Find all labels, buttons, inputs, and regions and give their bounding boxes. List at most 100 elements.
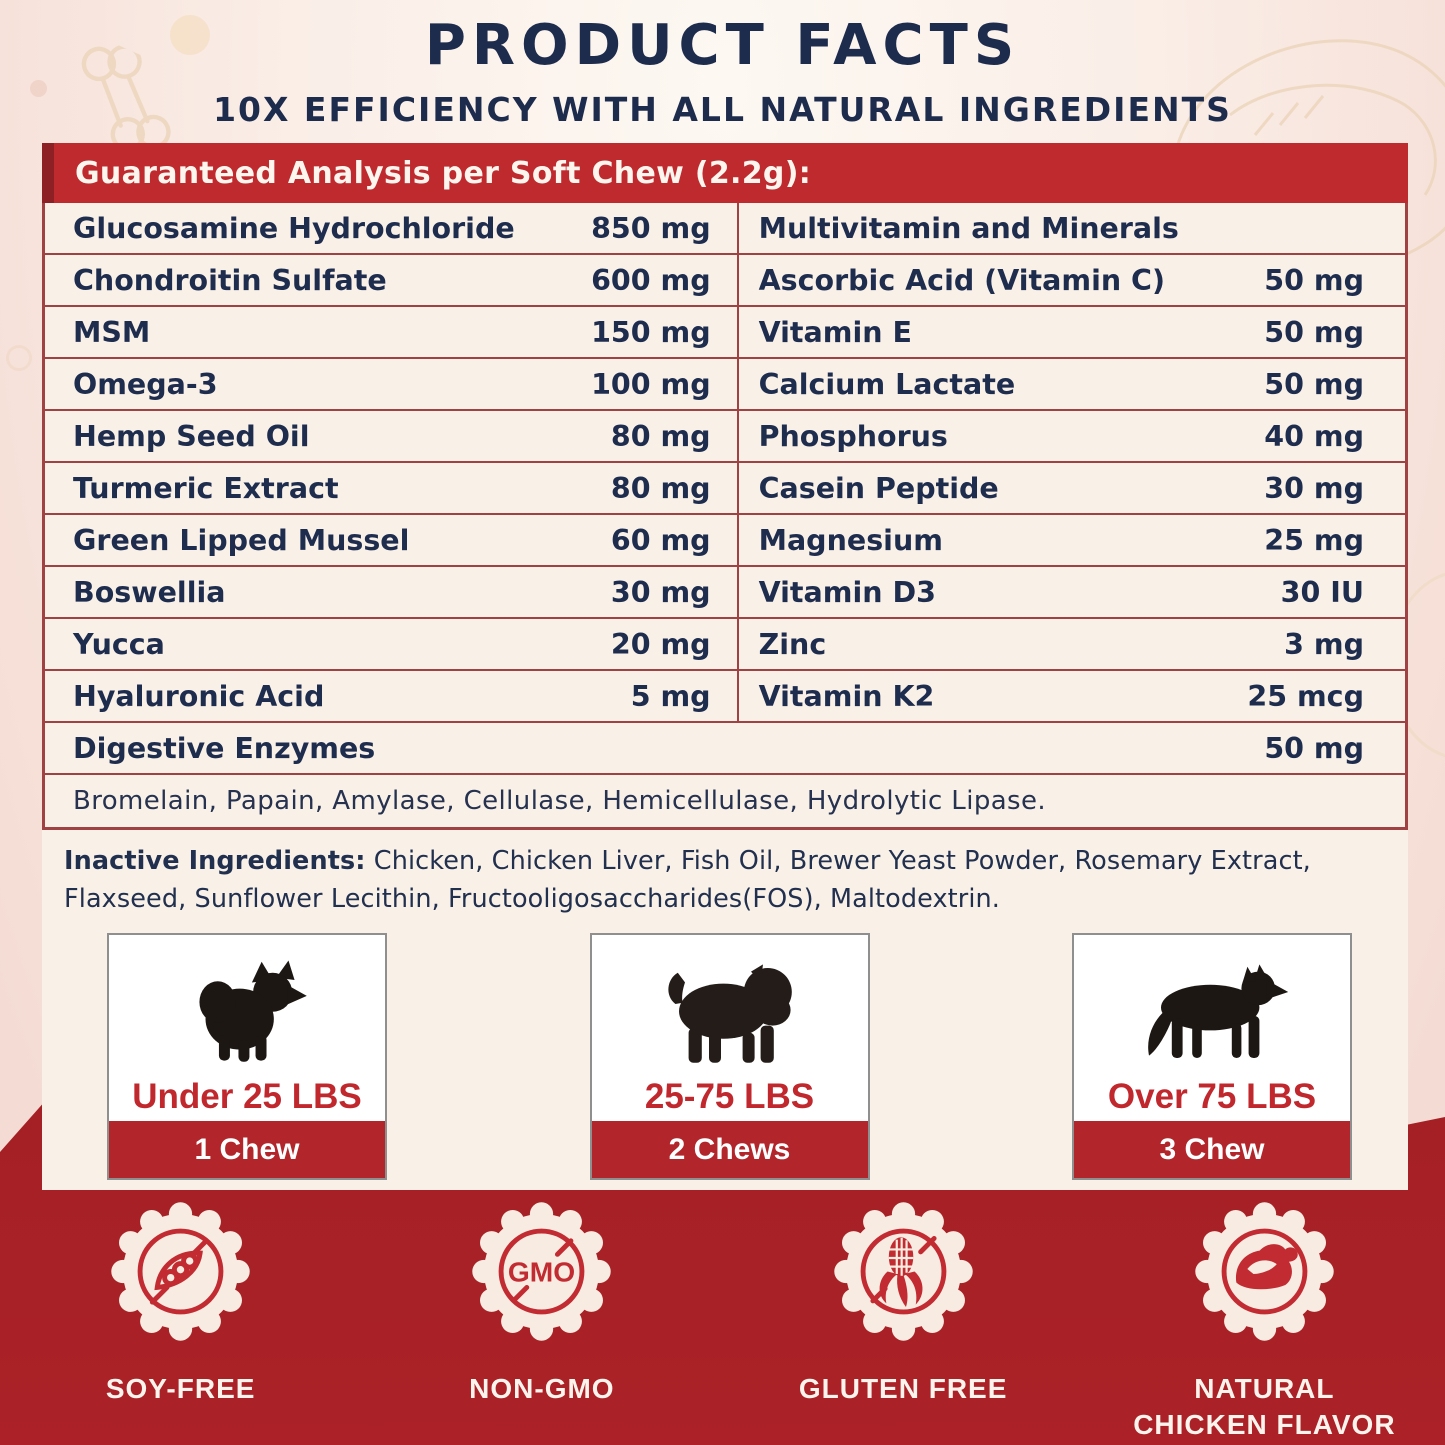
ingredient-name: Green Lipped Mussel bbox=[73, 523, 410, 557]
non-gmo-seal-icon: GMO bbox=[468, 1198, 615, 1349]
analysis-cell-right: Vitamin D3 30 IU bbox=[739, 567, 1405, 617]
chicken-flavor-seal-icon bbox=[1191, 1198, 1338, 1349]
ingredient-name: Vitamin K2 bbox=[758, 679, 935, 713]
enzymes-note: Bromelain, Papain, Amylase, Cellulase, H… bbox=[73, 786, 1047, 816]
ingredient-name: Chondroitin Sulfate bbox=[73, 263, 387, 297]
ingredient-name: Calcium Lactate bbox=[758, 367, 1016, 401]
guaranteed-analysis-title: Guaranteed Analysis per Soft Chew (2.2g)… bbox=[75, 155, 812, 191]
ingredient-name: Casein Peptide bbox=[758, 471, 999, 505]
dosage-cards: Under 25 LBS 1 Chew 25-75 LBS 2 Chews Ov… bbox=[107, 932, 1352, 1180]
analysis-row: Yucca 20 mg Zinc 3 mg bbox=[45, 619, 1405, 671]
page-title: PRODUCT FACTS bbox=[424, 13, 1021, 78]
analysis-row: Hyaluronic Acid 5 mg Vitamin K2 25 mcg bbox=[45, 671, 1405, 723]
ingredient-amount: 20 mg bbox=[610, 627, 711, 661]
ingredient-name: Hemp Seed Oil bbox=[73, 419, 310, 453]
analysis-cell-left: Glucosamine Hydrochloride 850 mg bbox=[45, 203, 739, 253]
feature-badge: SOY-FREE bbox=[0, 1198, 361, 1444]
analysis-cell-right: Zinc 3 mg bbox=[739, 619, 1405, 669]
analysis-cell-right: Casein Peptide 30 mg bbox=[739, 463, 1405, 513]
dosage-card: Under 25 LBS 1 Chew bbox=[107, 932, 387, 1180]
analysis-row-digestive-enzymes: Digestive Enzymes 50 mg bbox=[45, 723, 1405, 775]
chew-count-label: 2 Chews bbox=[591, 1120, 868, 1178]
analysis-row: Boswellia 30 mg Vitamin D3 30 IU bbox=[45, 567, 1405, 619]
analysis-row: Omega-3 100 mg Calcium Lactate 50 mg bbox=[45, 359, 1405, 411]
ingredient-name: Glucosamine Hydrochloride bbox=[73, 211, 515, 245]
badge-label: SOY-FREE bbox=[105, 1373, 256, 1404]
analysis-cell-right: Calcium Lactate 50 mg bbox=[739, 359, 1405, 409]
svg-text:GMO: GMO bbox=[508, 1255, 575, 1287]
small-dog-icon bbox=[186, 949, 308, 1077]
guaranteed-analysis-table: Glucosamine Hydrochloride 850 mg Multivi… bbox=[42, 203, 1408, 830]
ingredient-amount: 50 mg bbox=[1264, 315, 1364, 349]
feature-badge: NATURAL CHICKEN FLAVOR bbox=[1084, 1198, 1445, 1444]
dosage-card: 25-75 LBS 2 Chews bbox=[589, 932, 870, 1180]
inactive-ingredients: Inactive Ingredients: Chicken, Chicken L… bbox=[64, 842, 1400, 919]
ingredient-amount: 30 mg bbox=[610, 575, 711, 609]
analysis-cell-right: Multivitamin and Minerals bbox=[739, 203, 1405, 253]
analysis-cell-left: Green Lipped Mussel 60 mg bbox=[45, 515, 739, 565]
ingredient-name: Omega-3 bbox=[73, 367, 218, 401]
ingredient-name: Vitamin E bbox=[758, 315, 912, 349]
ingredient-name: Hyaluronic Acid bbox=[73, 679, 325, 713]
ingredient-name: MSM bbox=[73, 315, 151, 349]
ingredient-amount: 50 mg bbox=[1264, 263, 1364, 297]
analysis-row: Glucosamine Hydrochloride 850 mg Multivi… bbox=[45, 203, 1405, 255]
ingredient-name: Ascorbic Acid (Vitamin C) bbox=[758, 263, 1165, 297]
analysis-cell-left: Hyaluronic Acid 5 mg bbox=[45, 671, 739, 721]
analysis-cell-left: Chondroitin Sulfate 600 mg bbox=[45, 255, 739, 305]
ingredient-amount: 50 mg bbox=[1264, 731, 1364, 765]
chew-count-label: 3 Chew bbox=[1074, 1120, 1350, 1178]
analysis-row: MSM 150 mg Vitamin E 50 mg bbox=[45, 307, 1405, 359]
feature-badge: GMO NON-GMO bbox=[361, 1198, 722, 1444]
analysis-cell-right: Magnesium 25 mg bbox=[739, 515, 1405, 565]
ingredient-amount: 40 mg bbox=[1264, 419, 1364, 453]
analysis-row: Hemp Seed Oil 80 mg Phosphorus 40 mg bbox=[45, 411, 1405, 463]
ingredient-amount: 80 mg bbox=[610, 471, 711, 505]
ingredient-amount: 30 IU bbox=[1280, 575, 1364, 609]
product-facts-panel: Guaranteed Analysis per Soft Chew (2.2g)… bbox=[42, 143, 1408, 1190]
inactive-ingredients-text: Chicken, Chicken Liver, Fish Oil, Brewer… bbox=[64, 846, 1311, 915]
badge-label: GLUTEN FREE bbox=[798, 1373, 1008, 1404]
page-header: PRODUCT FACTS 10X EFFICIENCY WITH ALL NA… bbox=[0, 0, 1445, 129]
ingredient-name: Yucca bbox=[73, 627, 165, 661]
ingredient-amount: 60 mg bbox=[610, 523, 711, 557]
weight-range-label: Under 25 LBS bbox=[132, 1076, 362, 1116]
guaranteed-analysis-header: Guaranteed Analysis per Soft Chew (2.2g)… bbox=[42, 143, 1408, 203]
ingredient-name: Turmeric Extract bbox=[73, 471, 339, 505]
ingredient-name: Phosphorus bbox=[758, 419, 948, 453]
ingredient-amount: 600 mg bbox=[591, 263, 711, 297]
badge-label: NATURAL CHICKEN FLAVOR bbox=[1133, 1373, 1396, 1441]
gluten-free-seal-icon bbox=[830, 1198, 977, 1349]
ingredient-name: Boswellia bbox=[73, 575, 226, 609]
inactive-ingredients-label: Inactive Ingredients: bbox=[64, 846, 366, 876]
analysis-row: Green Lipped Mussel 60 mg Magnesium 25 m… bbox=[45, 515, 1405, 567]
circle-watermark bbox=[6, 345, 32, 371]
ingredient-amount: 30 mg bbox=[1264, 471, 1364, 505]
chew-count-label: 1 Chew bbox=[109, 1120, 385, 1178]
soy-free-seal-icon bbox=[107, 1198, 254, 1349]
analysis-cell-right: Phosphorus 40 mg bbox=[739, 411, 1405, 461]
dosage-card: Over 75 LBS 3 Chew bbox=[1072, 932, 1352, 1180]
analysis-cell-left: MSM 150 mg bbox=[45, 307, 739, 357]
large-dog-icon bbox=[1131, 949, 1293, 1077]
ingredient-amount: 50 mg bbox=[1264, 367, 1364, 401]
ingredient-name: Multivitamin and Minerals bbox=[758, 211, 1179, 245]
ingredient-name: Zinc bbox=[758, 627, 827, 661]
ingredient-amount: 150 mg bbox=[591, 315, 711, 349]
ingredient-name: Vitamin D3 bbox=[758, 575, 936, 609]
analysis-rows: Glucosamine Hydrochloride 850 mg Multivi… bbox=[45, 203, 1405, 723]
analysis-row: Chondroitin Sulfate 600 mg Ascorbic Acid… bbox=[45, 255, 1405, 307]
ingredient-name: Magnesium bbox=[758, 523, 943, 557]
ingredient-amount: 80 mg bbox=[610, 419, 711, 453]
analysis-row: Turmeric Extract 80 mg Casein Peptide 30… bbox=[45, 463, 1405, 515]
analysis-cell-right: Vitamin E 50 mg bbox=[739, 307, 1405, 357]
ingredient-amount: 25 mcg bbox=[1247, 679, 1364, 713]
ingredient-amount: 3 mg bbox=[1284, 627, 1364, 661]
analysis-cell-left: Hemp Seed Oil 80 mg bbox=[45, 411, 739, 461]
ingredient-amount: 5 mg bbox=[630, 679, 711, 713]
feature-badges: SOY-FREE GMO NON-GMO GLUTEN FREE NATURAL… bbox=[0, 1198, 1445, 1444]
ingredient-amount: 850 mg bbox=[591, 211, 711, 245]
weight-range-label: 25-75 LBS bbox=[644, 1076, 815, 1116]
feature-badge: GLUTEN FREE bbox=[723, 1198, 1084, 1444]
